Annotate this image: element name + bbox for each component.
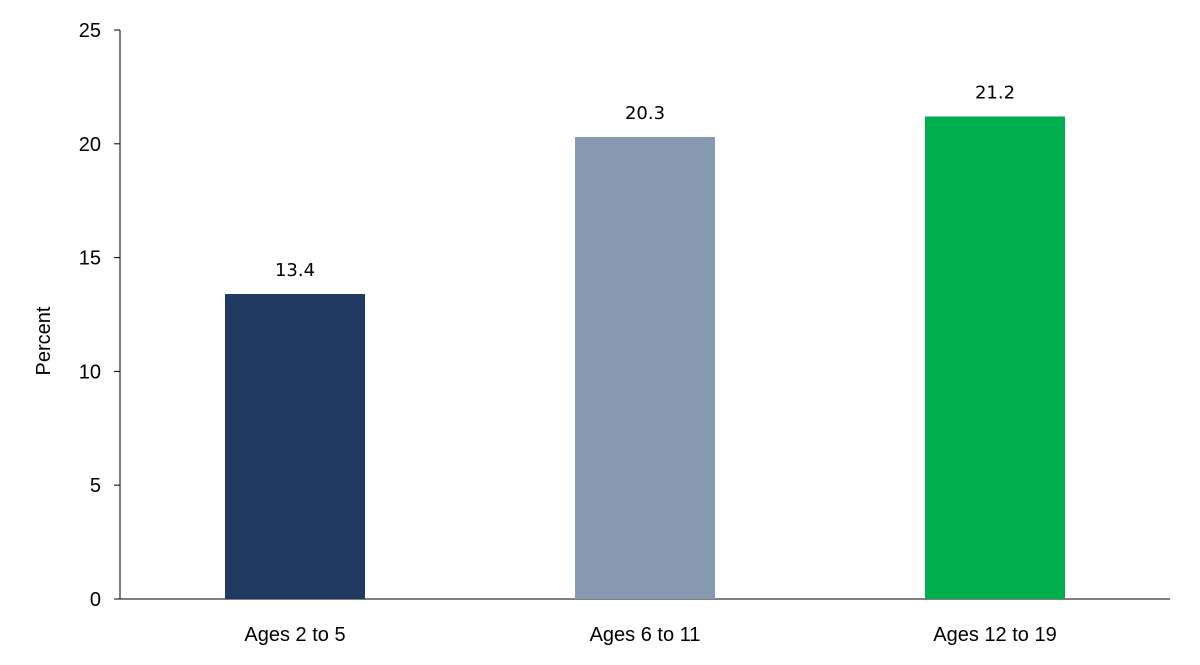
bar [925,116,1065,599]
y-tick-label: 10 [79,361,101,383]
x-category-label: Ages 6 to 11 [590,624,701,646]
y-tick-label: 5 [90,475,101,497]
bar-value-label: 20.3 [625,103,665,124]
bar-value-label: 13.4 [275,260,315,281]
y-tick-label: 15 [79,248,101,270]
y-axis-title: Percent [33,306,55,375]
x-axis: Ages 2 to 5 Ages 6 to 11 Ages 12 to 19 [120,598,1170,646]
bar [575,136,715,600]
bar [225,294,365,599]
x-category-label: Ages 12 to 19 [933,624,1056,646]
y-axis: 0 5 10 15 20 25 [79,20,121,611]
y-tick-label: 0 [90,589,101,611]
bars [225,116,1065,600]
bar-value-label: 21.2 [975,82,1015,103]
x-category-label: Ages 2 to 5 [244,624,345,646]
data-labels: 13.4 20.3 21.2 [275,82,1015,281]
y-tick-label: 25 [79,20,101,42]
y-tick-label: 20 [79,134,101,156]
